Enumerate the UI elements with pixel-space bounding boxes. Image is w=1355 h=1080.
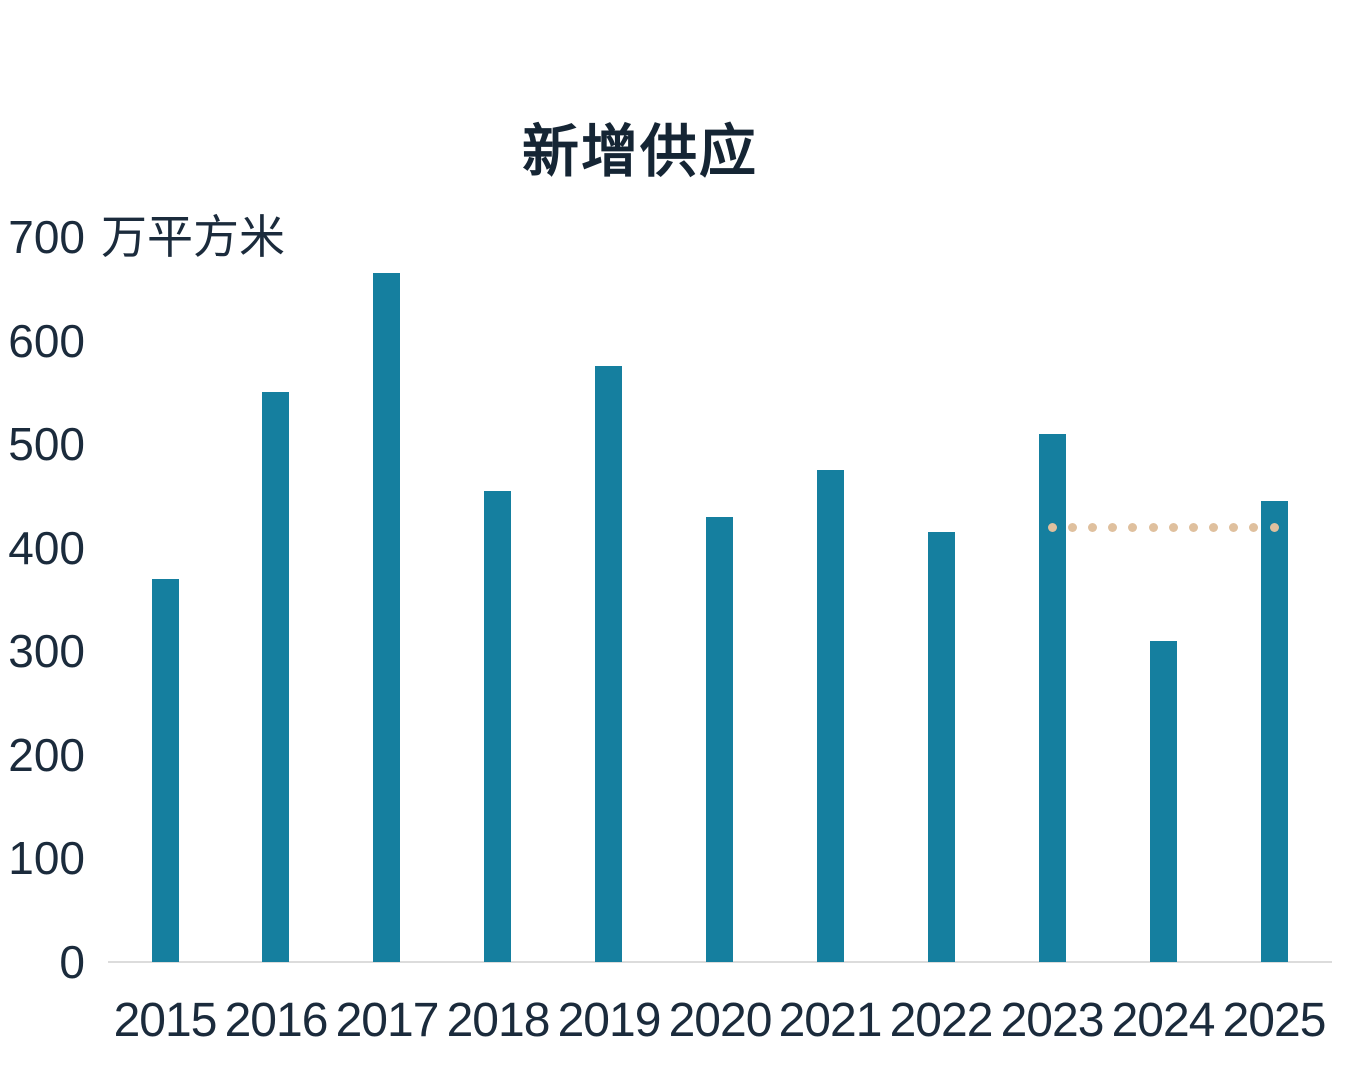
reference-line-dot (1128, 523, 1137, 532)
bar-2019 (595, 366, 622, 962)
y-tick-label-100: 100 (8, 832, 85, 885)
x-tick-label-2024: 2024 (1111, 994, 1216, 1047)
x-tick-label-2025: 2025 (1222, 994, 1327, 1047)
bar-2024 (1150, 641, 1177, 962)
x-tick-label-2016: 2016 (224, 994, 329, 1047)
chart-title: 新增供应 (522, 120, 758, 184)
bar-2017 (373, 273, 400, 962)
bar-2018 (484, 491, 511, 962)
y-tick-label-700: 700 万平方米 (8, 211, 285, 263)
reference-line-dot (1169, 523, 1178, 532)
bar-2020 (706, 517, 733, 962)
y-tick-label-300: 300 (8, 625, 85, 678)
reference-line-dot (1209, 523, 1218, 532)
reference-line-dot (1088, 523, 1097, 532)
x-tick-label-2015: 2015 (113, 994, 218, 1047)
reference-line-dot (1048, 523, 1057, 532)
reference-line-dot (1249, 523, 1258, 532)
reference-line-dot (1189, 523, 1198, 532)
y-tick-label-400: 400 (8, 521, 85, 574)
bar-2022 (928, 532, 955, 962)
reference-line-dot (1068, 523, 1077, 532)
reference-line-dot (1270, 523, 1279, 532)
reference-line-dot (1149, 523, 1158, 532)
y-tick-label-500: 500 (8, 418, 85, 471)
bar-2025 (1261, 501, 1288, 962)
reference-line-dot (1229, 523, 1238, 532)
bar-2015 (152, 579, 179, 962)
y-tick-label-200: 200 (8, 728, 85, 781)
x-tick-label-2019: 2019 (557, 994, 662, 1047)
y-tick-label-0: 0 (59, 936, 85, 988)
x-axis-line (108, 961, 1332, 963)
x-tick-label-2022: 2022 (889, 994, 994, 1047)
y-axis-unit-label: 万平方米 (101, 211, 285, 263)
reference-line-dot (1108, 523, 1117, 532)
x-tick-label-2023: 2023 (1000, 994, 1105, 1047)
x-tick-label-2017: 2017 (335, 994, 440, 1047)
x-tick-label-2021: 2021 (778, 994, 883, 1047)
y-tick-label-600: 600 (8, 314, 85, 367)
bar-2016 (262, 392, 289, 962)
bar-2023 (1039, 434, 1066, 962)
bar-2021 (817, 470, 844, 962)
x-tick-label-2018: 2018 (446, 994, 551, 1047)
x-tick-label-2020: 2020 (668, 994, 773, 1047)
